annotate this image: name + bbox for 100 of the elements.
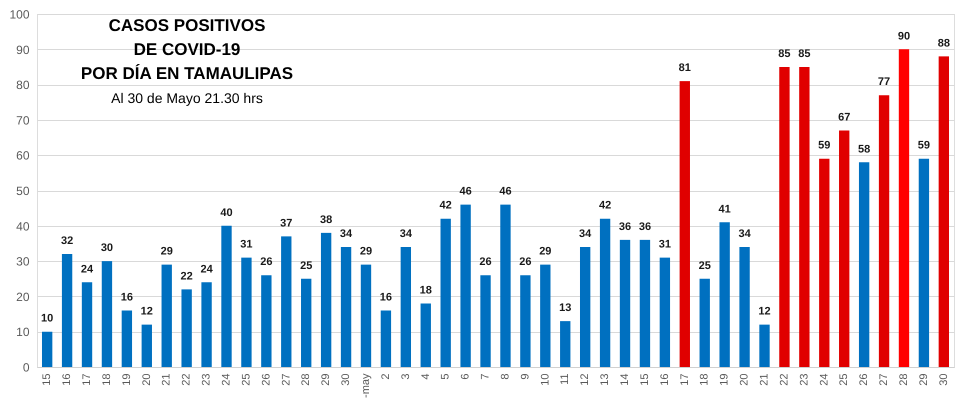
bar [520,275,531,367]
data-label: 26 [479,256,492,268]
bar [779,66,790,367]
data-label: 24 [80,263,94,276]
x-tick-label: 18 [100,374,113,386]
bar [320,232,332,367]
x-tick-label: 26 [260,374,272,386]
data-label: 46 [459,186,472,198]
data-label: 90 [898,30,910,42]
y-tick-label: 90 [16,42,30,57]
bar [62,254,72,367]
y-tick-label: 0 [22,360,30,374]
bar [898,49,910,367]
x-tick-label: -may [360,373,372,398]
x-tick-label: 17 [678,374,691,386]
data-label: 85 [778,48,791,60]
x-tick-label: 28 [898,374,910,386]
data-label: 36 [618,220,632,233]
x-tick-label: 30 [340,374,352,386]
bar [938,56,950,367]
y-tick-label: 100 [9,8,30,22]
bar [660,258,670,367]
bar [680,81,690,367]
y-tick-label: 40 [16,219,30,234]
bar [819,158,830,367]
x-tick-label: 13 [599,374,612,386]
data-label: 42 [598,200,612,212]
bar [640,240,650,367]
bar [719,222,730,367]
x-tick-label: 16 [61,374,74,386]
bar [380,310,392,367]
data-label: 26 [260,256,272,268]
x-tick-label: 30 [938,374,950,386]
bar [281,236,292,367]
x-tick-label: 27 [878,374,890,386]
y-tick-label: 50 [16,184,30,198]
bar [102,261,112,367]
x-tick-label: 23 [798,374,810,386]
x-tick-label: 25 [240,374,252,386]
x-tick-label: 24 [220,374,232,386]
data-label: 16 [120,292,133,304]
x-tick-label: 15 [638,374,651,386]
x-tick-label: 6 [460,374,472,380]
x-tick-label: 26 [858,374,870,386]
x-tick-label: 25 [838,374,850,386]
x-tick-label: 24 [818,374,830,386]
data-label: 67 [838,111,850,124]
data-label: 16 [380,292,392,304]
data-label: 34 [400,228,413,240]
data-label: 38 [320,214,332,226]
bar [241,258,252,367]
x-tick-label: 20 [140,374,153,386]
bar [122,310,132,367]
bar [759,324,770,367]
data-label: 40 [220,206,233,219]
bar [878,95,890,367]
x-tick-label: 15 [41,374,54,386]
bar [420,303,431,367]
bar [460,204,471,367]
x-tick-label: 3 [400,374,412,380]
bar [918,158,930,367]
data-label: 12 [758,306,771,318]
bar [600,218,610,367]
data-label: 13 [559,302,572,314]
data-label: 34 [340,228,354,240]
x-tick-label: 22 [180,374,193,386]
bar [620,240,630,367]
data-label: 34 [579,228,592,240]
bar [500,204,511,367]
data-label: 25 [698,260,711,272]
bar [221,226,232,367]
data-label: 77 [878,76,890,88]
x-tick-label: 23 [200,374,213,386]
data-label: 30 [100,242,114,254]
x-tick-label: 16 [658,374,671,386]
data-label: 32 [60,235,74,248]
x-tick-label: 14 [619,374,632,386]
x-tick-label: 29 [320,374,332,386]
x-tick-label: 28 [300,374,312,386]
bar [580,246,590,367]
text: Al 30 de Mayo 21.30 hrs [111,90,263,106]
bar [739,246,750,367]
data-label: 18 [420,284,432,296]
x-tick-label: 29 [918,374,930,386]
data-label: 88 [938,37,950,50]
data-label: 85 [798,48,810,60]
bar [42,332,52,367]
x-tick-label: 8 [499,374,512,380]
data-label: 29 [539,246,552,258]
bar [162,264,172,367]
x-tick-label: 12 [579,374,592,386]
bar [560,321,570,367]
bar [480,275,491,367]
bar [261,275,272,367]
x-tick-label: 5 [440,374,452,380]
bar [360,264,372,367]
bar [82,282,92,367]
x-tick-label: 4 [420,374,432,380]
data-label: 34 [738,228,752,240]
bar [201,282,212,367]
